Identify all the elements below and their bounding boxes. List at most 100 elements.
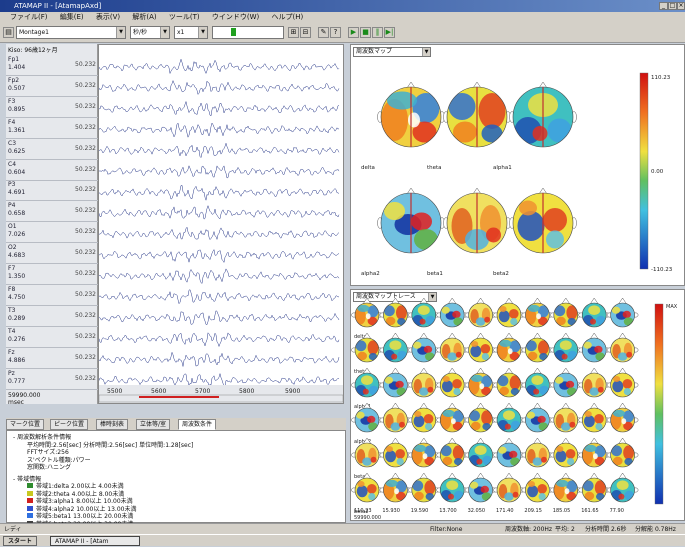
topo-map	[464, 367, 497, 398]
menu-tools[interactable]: ツール(T)	[168, 13, 200, 21]
eeg-waveforms: 5500 5600 5700 5800 5900	[98, 45, 344, 403]
minimize-button[interactable]: _	[659, 2, 668, 10]
channel-label[interactable]: O1 7.026 50.232	[6, 223, 98, 244]
topo-map	[379, 297, 412, 328]
position-marker	[231, 28, 236, 36]
trace-time-label: 110.23	[354, 508, 372, 514]
channel-name: O2	[8, 244, 17, 252]
menu-view[interactable]: 表示(V)	[95, 13, 121, 21]
topo-map	[436, 402, 468, 433]
channel-label-panel: Kiso: 96歳12ヶ月 Fp1 1.404 50.232 Fp2 0.507 50.2…	[6, 44, 98, 406]
bands-title: - 帯域情報	[13, 475, 42, 483]
channel-label[interactable]: Fp2 0.507 50.232	[6, 77, 98, 97]
maximize-button[interactable]: □	[668, 2, 677, 10]
menu-file[interactable]: ファイル(F)	[10, 13, 48, 21]
open-icon[interactable]: ▤	[3, 27, 14, 38]
tab-peak-position[interactable]: ピーク位置	[50, 419, 89, 430]
eeg-trace	[98, 268, 340, 284]
menu-analysis[interactable]: 解析(A)	[132, 13, 157, 21]
channel-value: 0.658	[8, 210, 26, 218]
eeg-trace	[99, 310, 340, 325]
band-color-swatch	[27, 505, 33, 511]
trace-row-label: alpha2	[354, 439, 371, 445]
channel-label[interactable]: Pz 0.777 50.232	[6, 370, 98, 390]
pause-icon[interactable]: ‖	[372, 27, 383, 38]
eeg-trace	[98, 79, 340, 95]
menu-edit[interactable]: 編集(E)	[59, 13, 84, 21]
help-icon[interactable]: ?	[330, 27, 341, 38]
topo-map	[493, 332, 525, 363]
channel-scale: 50.232	[75, 144, 96, 152]
topo-map	[351, 437, 383, 468]
zoom-in-icon[interactable]: ⊞	[288, 27, 299, 38]
band-color-swatch	[27, 498, 33, 503]
topo-map	[351, 297, 383, 328]
chevron-down-icon: ▼	[116, 27, 125, 38]
tab-frequency-conditions[interactable]: 周波数条件	[178, 419, 217, 430]
time-tick-label: 5500	[107, 388, 122, 395]
channel-label[interactable]: P3 4.691 50.232	[6, 181, 98, 202]
band-color-swatch	[27, 490, 33, 496]
play-icon[interactable]: ▶	[348, 27, 359, 38]
topo-map	[493, 437, 525, 468]
topo-map	[578, 367, 610, 398]
tab-timetable[interactable]: 棒時刻表	[96, 419, 129, 430]
topo-map	[408, 402, 440, 433]
channel-label[interactable]: F4 1.361 50.232	[6, 119, 98, 139]
trace-time-label: 161.65	[581, 508, 599, 514]
channel-label[interactable]: F3 0.895 50.232	[6, 98, 98, 118]
position-field[interactable]	[212, 26, 284, 39]
map-type-select[interactable]: 周波数マップ ▼	[353, 47, 431, 57]
stop-icon[interactable]: ■	[360, 27, 371, 38]
channel-label[interactable]: Fz 4.886 50.232	[6, 349, 98, 369]
channel-label[interactable]: Fp1 1.404 50.232	[6, 56, 98, 76]
channel-label[interactable]: P4 0.658 50.232	[6, 202, 98, 223]
taskbar-app-button[interactable]: ATAMAP II - [Atam	[50, 536, 140, 546]
speed-select[interactable]: 秒/秒 ▼	[130, 26, 170, 39]
channel-label[interactable]: F7 1.350 50.232	[6, 265, 98, 285]
chevron-down-icon: ▼	[422, 48, 430, 56]
info-tabs: マーク位置 ピーク位置 棒時刻表 立体等/室 周波数条件	[6, 418, 346, 430]
montage-select[interactable]: Montage1 ▼	[16, 26, 126, 39]
channel-scale: 50.232	[75, 311, 96, 319]
topo-map	[436, 437, 468, 468]
menu-window[interactable]: ウインドウ(W)	[211, 13, 260, 21]
channel-label[interactable]: T3 0.289 50.232	[6, 307, 98, 327]
trace-time-label: 15.930	[382, 508, 400, 514]
channel-scale: 50.232	[75, 270, 96, 277]
tab-solid[interactable]: 立体等/室	[136, 419, 171, 430]
channel-label[interactable]: F8 4.750 50.232	[6, 286, 98, 306]
channel-label[interactable]: T4 0.276 50.232	[6, 328, 98, 348]
channel-name: F4	[8, 118, 16, 126]
start-button[interactable]: スタート	[3, 536, 38, 546]
channel-label[interactable]: C3 0.625 50.232	[6, 140, 98, 160]
channel-scale: 50.232	[75, 123, 96, 131]
trace-time-label: 32.050	[468, 508, 486, 514]
channel-name: Pz	[8, 369, 15, 377]
step-icon[interactable]: ▶|	[384, 27, 395, 38]
menu-help[interactable]: ヘルプ(H)	[271, 13, 304, 21]
taskbar: スタート ATAMAP II - [Atam	[0, 534, 685, 546]
trace-row-label: theta	[354, 369, 367, 375]
channel-name: F7	[8, 265, 16, 272]
topo-map	[464, 472, 497, 503]
analysis-line: ス'ペクトル種類:パワー	[27, 456, 91, 464]
eeg-trace-area[interactable]: 5500 5600 5700 5800 5900	[98, 44, 344, 404]
gain-select[interactable]: x1 ▼	[174, 26, 208, 39]
topo-map	[606, 297, 639, 328]
tab-mark-position[interactable]: マーク位置	[6, 419, 45, 430]
time-tick-label: 5600	[151, 388, 166, 395]
channel-label[interactable]: O2 4.683 50.232	[6, 244, 98, 265]
time-readout: 59990.000 msec	[8, 392, 41, 406]
settings-icon[interactable]: ✎	[318, 27, 329, 38]
trace-row-label: beta2	[354, 509, 368, 515]
topo-map	[464, 437, 497, 468]
channel-label[interactable]: C4 0.604 50.232	[6, 161, 98, 181]
channel-value: 0.777	[8, 377, 26, 385]
topo-map	[606, 402, 639, 433]
trace-time-label: 77.90	[610, 508, 624, 514]
band-label: delta	[361, 165, 375, 171]
close-button[interactable]: ×	[677, 2, 685, 10]
topo-map	[550, 472, 582, 503]
zoom-out-icon[interactable]: ⊟	[300, 27, 311, 38]
